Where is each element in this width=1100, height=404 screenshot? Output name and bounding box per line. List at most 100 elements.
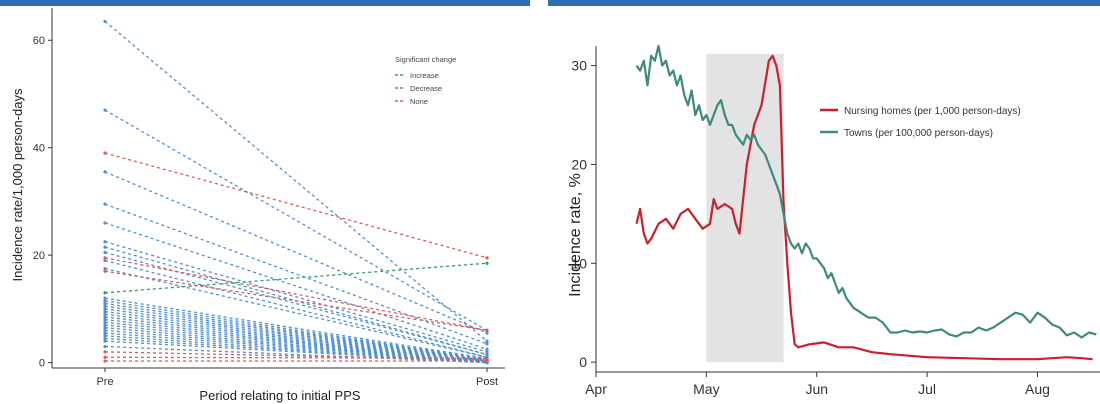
slope-line-decrease [104,340,488,364]
pre-point [103,299,107,303]
y-tick-label: 0 [579,354,587,370]
post-point [485,331,489,335]
pre-point [103,304,107,308]
x-tick-label: Apr [585,381,607,397]
pre-point [103,258,107,263]
y-tick-label: 20 [571,156,587,172]
y-tick-label: 10 [571,255,587,271]
pre-point [103,291,107,295]
slope-line-decrease [104,308,488,362]
x-tick-label: Jun [805,381,828,397]
top-accent-bar-left [0,0,530,6]
pre-point [103,266,107,271]
post-point [485,256,489,260]
pre-point [103,331,107,335]
series-line-nursing-homes [635,54,1093,361]
y-tick-label: 40 [33,143,45,155]
pre-point [103,301,107,306]
pre-point [103,355,107,359]
x-tick-label: Pre [96,376,113,388]
top-accent-bar-right [548,0,1100,6]
slope-line-none [104,257,488,332]
slope-line-decrease [104,324,488,363]
y-tick-label: 20 [33,250,45,262]
pre-point [103,334,107,338]
slope-line-decrease [104,300,488,361]
post-point [485,347,489,351]
right-y-axis-label: Incidence rate, % [567,173,584,297]
pre-point [103,221,107,225]
post-point [485,352,489,357]
left-slope-chart: 0 20 40 60 Pre Post Significant change Increa… [10,8,505,403]
pre-point [103,202,107,206]
slope-line-decrease [104,171,488,334]
slope-line-decrease [104,332,488,363]
slope-line-decrease [104,267,488,358]
legend-label: Towns (per 100,000 person-days) [844,128,993,139]
slope-line-none [104,152,488,259]
slope-lines [103,19,489,365]
pre-point [103,339,107,343]
post-point [485,339,489,343]
slope-line-decrease [104,310,488,362]
y-tick-label: 60 [33,35,45,47]
slope-line-none [104,356,488,359]
slope-line-decrease [104,297,488,359]
pre-point [103,269,107,273]
pre-point [103,256,107,260]
pre-point [103,323,107,327]
slope-line-decrease [104,241,488,353]
y-tick-label: 30 [571,58,587,74]
pre-point [103,309,107,314]
slope-line-decrease [104,109,488,331]
slope-line-decrease [104,203,488,345]
y-tick-label: 0 [39,358,45,370]
pre-point [103,320,107,324]
pre-point [103,359,107,363]
pre-point [103,108,107,112]
pre-point [103,326,107,330]
post-point [485,356,489,360]
slope-line-decrease [104,302,488,361]
pre-point [103,250,107,255]
post-point [485,328,489,332]
pre-point [103,328,107,332]
pre-point [103,170,107,174]
legend: Nursing homes (per 1,000 person-days) Tow… [820,106,1021,139]
left-axes: 0 20 40 60 Pre Post [33,8,505,388]
slope-line-decrease [104,305,488,361]
left-x-axis-label: Period relating to initial PPS [199,388,360,403]
slope-line-decrease [104,316,488,362]
slope-line-decrease [104,222,488,350]
pre-point [103,318,107,322]
legend: Significant change Increase Decrease None [395,55,456,106]
legend-label: Decrease [410,84,442,93]
pre-point [103,312,107,316]
slope-line-decrease [104,20,488,342]
pre-point [103,350,107,354]
right-axes: 0 10 20 30 Apr May Jun Jul Aug [571,46,1100,397]
pre-point [103,315,107,319]
post-point [485,350,489,354]
pre-point [103,307,107,311]
series-line-towns [635,44,1097,339]
slope-line-decrease [104,259,488,358]
legend-title: Significant change [395,55,456,64]
post-point [485,342,489,346]
pre-point [103,296,107,300]
pre-point [103,336,107,341]
left-y-axis-label: Incidence rate/1,000 person-days [10,88,25,281]
pre-point [103,151,107,155]
slope-line-none [104,270,488,332]
pre-point [103,19,107,24]
legend-label: Increase [410,71,439,80]
pre-point [103,240,107,244]
slope-line-decrease [104,345,488,364]
x-tick-label: May [693,381,719,397]
right-time-series-chart: 0 10 20 30 Apr May Jun Jul Aug Nursing homes (pe… [567,44,1100,397]
x-tick-label: Post [476,376,498,388]
pre-point [103,344,107,349]
x-tick-label: Aug [1025,381,1050,397]
slope-line-increase [104,262,488,294]
post-point [485,261,489,265]
